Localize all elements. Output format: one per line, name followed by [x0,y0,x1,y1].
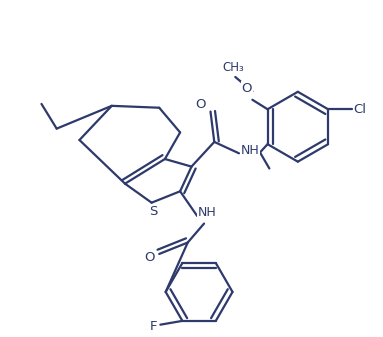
Text: O: O [241,82,252,95]
Text: Cl: Cl [354,103,367,116]
Text: O: O [196,98,206,111]
Text: NH: NH [197,206,216,219]
Text: F: F [150,320,157,333]
Text: NH: NH [241,144,260,157]
Text: O: O [144,251,155,264]
Text: S: S [149,205,157,218]
Text: CH₃: CH₃ [223,61,244,74]
